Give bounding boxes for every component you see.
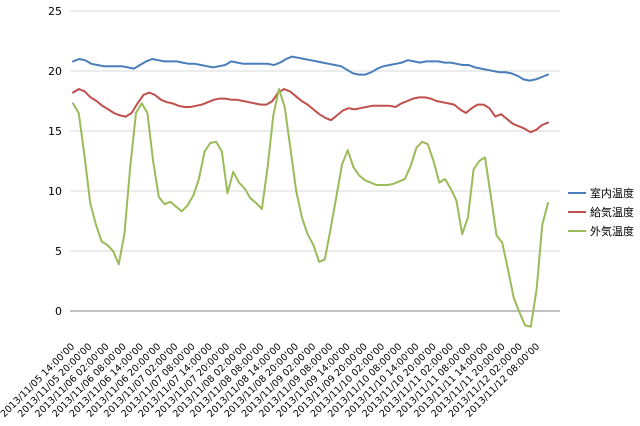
series-lines (72, 55, 549, 328)
y-tick-label: 0 (55, 305, 62, 318)
y-tick-label: 25 (48, 5, 62, 18)
y-tick-label: 15 (48, 125, 62, 138)
y-tick-label: 10 (48, 185, 62, 198)
y-axis-ticks: 0 5 10 15 20 25 (48, 5, 62, 318)
y-tick-label: 5 (55, 245, 62, 258)
y-tick-label: 20 (48, 65, 62, 78)
legend-label: 室内温度 (590, 186, 634, 200)
series-line-3 (72, 88, 549, 328)
legend-label: 外気温度 (590, 224, 634, 238)
series-line-2 (72, 88, 549, 134)
legend-label: 給気温度 (590, 205, 634, 219)
gridlines (70, 10, 560, 252)
series-line-1 (72, 55, 549, 82)
